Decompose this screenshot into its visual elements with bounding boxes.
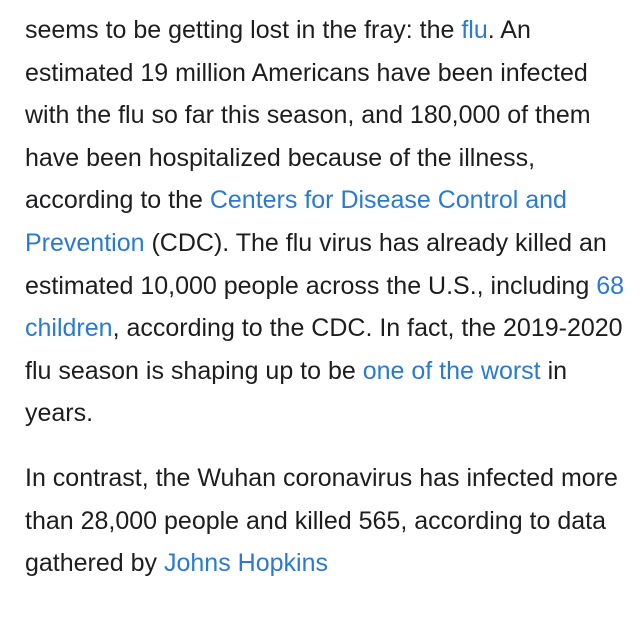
- article: seems to be getting lost in the fray: th…: [25, 9, 625, 585]
- link[interactable]: 68 children: [25, 271, 624, 343]
- text-run: in years.: [25, 356, 568, 428]
- text-run: seems to be getting lost in the fray: th…: [25, 16, 462, 44]
- text-run: (CDC). The flu virus has already killed …: [25, 228, 607, 300]
- link[interactable]: flu: [461, 16, 488, 44]
- link[interactable]: Centers for Disease Control and Preventi…: [25, 186, 567, 257]
- paragraph: In contrast, the Wuhan coronavirus has i…: [25, 457, 625, 585]
- paragraph: seems to be getting lost in the fray: th…: [25, 9, 625, 435]
- link[interactable]: Johns Hopkins: [164, 549, 328, 578]
- text-run: , according to the CDC. In fact, the 201…: [25, 314, 623, 385]
- link[interactable]: one of the worst: [362, 356, 541, 385]
- text-run: . An estimated 19 million Americans have…: [25, 16, 591, 215]
- text-run: In contrast, the Wuhan coronavirus has i…: [25, 463, 618, 578]
